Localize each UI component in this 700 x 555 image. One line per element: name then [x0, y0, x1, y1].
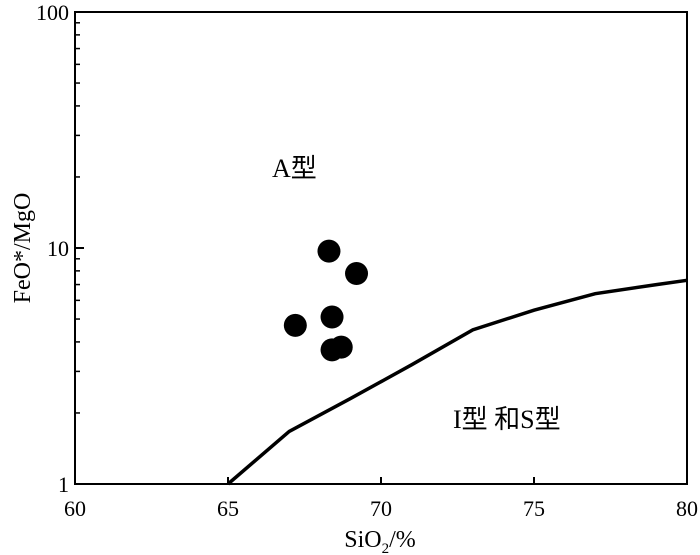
x-axis-label-tail: /%: [389, 527, 416, 553]
x-tick-label: 60: [64, 496, 86, 521]
x-axis-label-main: SiO: [344, 527, 381, 553]
y-tick-label: 100: [36, 0, 69, 25]
x-tick-label: 70: [370, 496, 392, 521]
boundary-curve: [226, 278, 688, 486]
y-axis: 1 10 100: [36, 0, 84, 497]
x-axis-label: SiO2/%: [344, 527, 416, 555]
y-tick-label: 10: [47, 236, 69, 261]
x-axis-label-subscript: 2: [382, 541, 390, 555]
x-axis: 60 65 70 75 80: [64, 477, 698, 521]
x-tick-label: 80: [676, 496, 698, 521]
data-point: [345, 261, 369, 285]
data-point: [320, 305, 344, 329]
region-label-i-s-type: I型 和S型: [453, 405, 561, 434]
y-axis-label: FeO*/MgO: [10, 193, 36, 304]
region-label-a-type: A型: [272, 154, 317, 183]
data-point: [283, 313, 307, 337]
data-points: [283, 239, 369, 362]
data-point: [329, 335, 353, 359]
y-tick-label: 1: [58, 472, 69, 497]
plot-frame: [74, 11, 688, 485]
data-point: [317, 239, 341, 263]
x-tick-label: 65: [217, 496, 239, 521]
x-tick-label: 75: [523, 496, 545, 521]
